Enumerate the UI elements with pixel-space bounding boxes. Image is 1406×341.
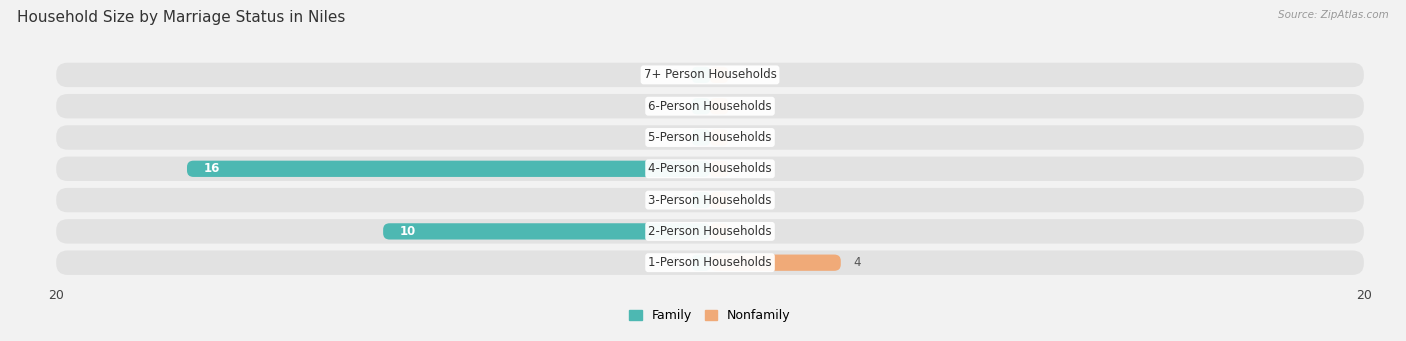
Text: 6-Person Households: 6-Person Households — [648, 100, 772, 113]
Text: 5-Person Households: 5-Person Households — [648, 131, 772, 144]
Text: 0: 0 — [741, 194, 748, 207]
FancyBboxPatch shape — [710, 223, 728, 239]
Text: 7+ Person Households: 7+ Person Households — [644, 69, 776, 81]
FancyBboxPatch shape — [692, 254, 710, 271]
Text: 0: 0 — [672, 69, 679, 81]
FancyBboxPatch shape — [56, 251, 1364, 275]
FancyBboxPatch shape — [56, 94, 1364, 118]
Text: 0: 0 — [672, 131, 679, 144]
FancyBboxPatch shape — [710, 129, 728, 146]
FancyBboxPatch shape — [56, 157, 1364, 181]
Text: 0: 0 — [672, 194, 679, 207]
Text: 16: 16 — [204, 162, 219, 175]
FancyBboxPatch shape — [692, 192, 710, 208]
Text: 0: 0 — [741, 100, 748, 113]
Text: 2-Person Households: 2-Person Households — [648, 225, 772, 238]
Text: 0: 0 — [741, 162, 748, 175]
FancyBboxPatch shape — [382, 223, 710, 239]
Text: 0: 0 — [672, 256, 679, 269]
FancyBboxPatch shape — [56, 219, 1364, 243]
Text: 0: 0 — [672, 100, 679, 113]
Text: Source: ZipAtlas.com: Source: ZipAtlas.com — [1278, 10, 1389, 20]
FancyBboxPatch shape — [56, 188, 1364, 212]
FancyBboxPatch shape — [710, 254, 841, 271]
Text: 1-Person Households: 1-Person Households — [648, 256, 772, 269]
Text: 4-Person Households: 4-Person Households — [648, 162, 772, 175]
FancyBboxPatch shape — [692, 129, 710, 146]
Text: 4: 4 — [853, 256, 862, 269]
Text: 10: 10 — [399, 225, 416, 238]
FancyBboxPatch shape — [710, 98, 728, 114]
FancyBboxPatch shape — [692, 67, 710, 83]
FancyBboxPatch shape — [710, 67, 728, 83]
Text: Household Size by Marriage Status in Niles: Household Size by Marriage Status in Nil… — [17, 10, 346, 25]
Legend: Family, Nonfamily: Family, Nonfamily — [624, 304, 796, 327]
FancyBboxPatch shape — [692, 98, 710, 114]
Text: 0: 0 — [741, 225, 748, 238]
FancyBboxPatch shape — [56, 63, 1364, 87]
FancyBboxPatch shape — [710, 161, 728, 177]
FancyBboxPatch shape — [187, 161, 710, 177]
Text: 0: 0 — [741, 69, 748, 81]
Text: 0: 0 — [741, 131, 748, 144]
FancyBboxPatch shape — [710, 192, 728, 208]
FancyBboxPatch shape — [56, 125, 1364, 150]
Text: 3-Person Households: 3-Person Households — [648, 194, 772, 207]
